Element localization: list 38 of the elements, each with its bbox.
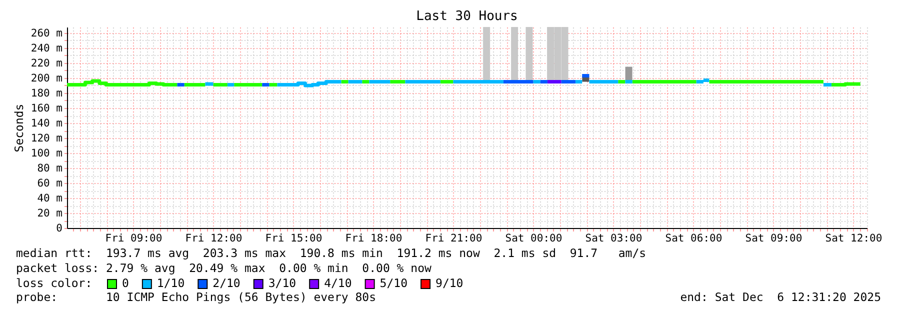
legend-label: 3/10 — [268, 276, 296, 290]
chart-title: Last 30 Hours — [416, 9, 518, 24]
legend-label: 0 — [122, 276, 129, 290]
y-tick-label: 160 m — [30, 102, 62, 114]
legend-label: 1/10 — [156, 276, 185, 290]
legend-title: loss color: — [16, 276, 92, 290]
x-tick-label: Fri 12:00 — [185, 232, 242, 244]
x-tick-label: Sat 12:00 — [825, 232, 882, 244]
x-tick-label: Sat 03:00 — [585, 232, 642, 244]
legend-label: 5/10 — [380, 276, 408, 290]
text: median rtt: 193.7 ms avg 203.3 ms max 190.8 ms min 191.2 ms now 2.1 ms sd 91.7 am/s — [16, 246, 646, 260]
y-tick-label: 240 m — [30, 42, 62, 54]
y-tick-label: 40 m — [37, 192, 62, 204]
x-tick-label: Sat 06:00 — [665, 232, 722, 244]
y-tick-label: 0 — [56, 222, 62, 234]
y-tick-label: 180 m — [30, 88, 62, 100]
y-tick-label: 120 m — [30, 132, 62, 144]
text: probe: 10 ICMP Echo Pings (56 Bytes) every 80s — [16, 290, 376, 304]
x-tick-label: Fri 15:00 — [265, 232, 322, 244]
x-tick-label: Sat 09:00 — [745, 232, 802, 244]
y-tick-label: 220 m — [30, 58, 62, 70]
y-tick-label: 200 m — [30, 72, 62, 84]
text: packet loss: 2.79 % avg 20.49 % max 0.00 % min 0.00 % now — [16, 261, 432, 275]
y-tick-label: 80 m — [37, 162, 62, 174]
x-tick-label: Fri 18:00 — [345, 232, 402, 244]
x-tick-label: Fri 09:00 — [105, 232, 162, 244]
text: end: Sat Dec 6 12:31:20 2025 — [680, 290, 881, 304]
y-tick-label: 60 m — [37, 178, 62, 190]
y-tick-label: 260 m — [30, 28, 62, 40]
y-tick-label: 100 m — [30, 148, 62, 160]
y-tick-label: 20 m — [37, 208, 62, 220]
y-axis-title: Seconds — [12, 104, 26, 152]
legend-label: 4/10 — [324, 276, 352, 290]
x-tick-label: Fri 21:00 — [425, 232, 482, 244]
legend-label: 2/10 — [212, 276, 240, 290]
x-tick-label: Sat 00:00 — [505, 232, 562, 244]
y-tick-label: 140 m — [30, 118, 62, 130]
legend-label: 9/10 — [436, 276, 464, 290]
